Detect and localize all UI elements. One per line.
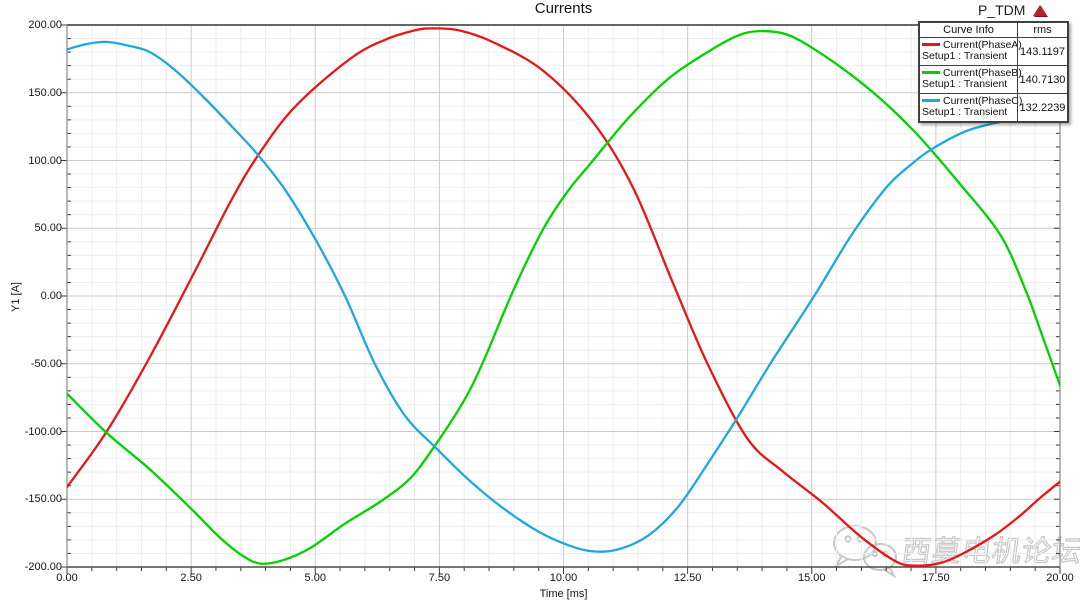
x-tick-label: 10.00 — [549, 572, 578, 584]
legend-header-rms: rms — [1017, 23, 1067, 37]
axis-ticks — [61, 24, 1061, 574]
legend-swatch-icon — [922, 43, 940, 46]
y-tick-label: 0.00 — [40, 290, 62, 302]
x-tick-label: 12.50 — [673, 572, 702, 584]
legend-curve-setup: Setup1 : Transient — [922, 106, 1008, 118]
legend-curve-cell: Current(PhaseA) Setup1 : Transient — [920, 38, 1022, 65]
x-tick-label: 0.00 — [56, 572, 78, 584]
legend-header-curve-info: Curve Info — [943, 24, 994, 36]
legend-curve-name: Current(PhaseC) — [943, 95, 1023, 107]
x-tick-label: 20.00 — [1046, 572, 1074, 584]
y-tick-label: 50.00 — [34, 222, 62, 235]
x-tick-label: 2.50 — [180, 572, 202, 584]
curve-current-phasea- — [67, 27, 1060, 567]
legend-header: Curve Info rms — [920, 23, 1067, 38]
legend-swatch-icon — [922, 71, 940, 74]
curve-current-phasec- — [67, 40, 1060, 553]
y-tick-label: 100.00 — [28, 154, 62, 167]
x-tick-label: 17.50 — [922, 572, 950, 584]
x-tick-label: 15.00 — [797, 572, 826, 584]
legend-curve-name: Current(PhaseA) — [943, 39, 1022, 51]
x-tick-label: 7.50 — [428, 572, 451, 584]
y-tick-label: -100.00 — [24, 425, 62, 438]
x-tick-label: 5.00 — [304, 572, 326, 584]
legend-row-current-phaseb-[interactable]: Current(PhaseB) Setup1 : Transient 140.713… — [920, 65, 1067, 93]
legend-curve-setup: Setup1 : Transient — [922, 50, 1008, 62]
red-triangle-icon — [1033, 4, 1048, 16]
legend-rms-value: 132.2239 — [1017, 94, 1067, 121]
legend-curve-name: Current(PhaseB) — [943, 67, 1022, 79]
legend-rms-value: 140.7130 — [1017, 66, 1067, 93]
chart-title: Currents — [534, 0, 593, 17]
curve-current-phaseb- — [67, 29, 1060, 565]
legend-swatch-icon — [922, 99, 940, 102]
legend-curve-setup: Setup1 : Transient — [922, 78, 1008, 90]
legend-row-current-phasec-[interactable]: Current(PhaseC) Setup1 : Transient 132.223… — [920, 93, 1067, 121]
report-tab[interactable]: P_TDM — [978, 2, 1048, 18]
y-tick-label: -200.00 — [24, 561, 62, 573]
y-tick-label: -150.00 — [24, 493, 62, 506]
legend-row-current-phasea-[interactable]: Current(PhaseA) Setup1 : Transient 143.119… — [920, 38, 1067, 65]
x-axis-title: Time [ms] — [539, 588, 588, 600]
legend-rms-value: 143.1197 — [1017, 38, 1067, 65]
y-tick-label: 150.00 — [28, 86, 62, 99]
plot-border — [66, 24, 1061, 568]
y-tick-label: 200.00 — [28, 19, 62, 31]
y-tick-label: -50.00 — [30, 357, 62, 370]
legend-curve-cell: Current(PhaseC) Setup1 : Transient — [920, 94, 1022, 121]
grid-major — [67, 25, 1060, 567]
curves — [67, 27, 1060, 567]
legend[interactable]: Curve Info rms Current(PhaseA) Setup1 : T… — [918, 21, 1069, 123]
report-name: P_TDM — [978, 2, 1026, 18]
legend-curve-cell: Current(PhaseB) Setup1 : Transient — [920, 66, 1022, 93]
